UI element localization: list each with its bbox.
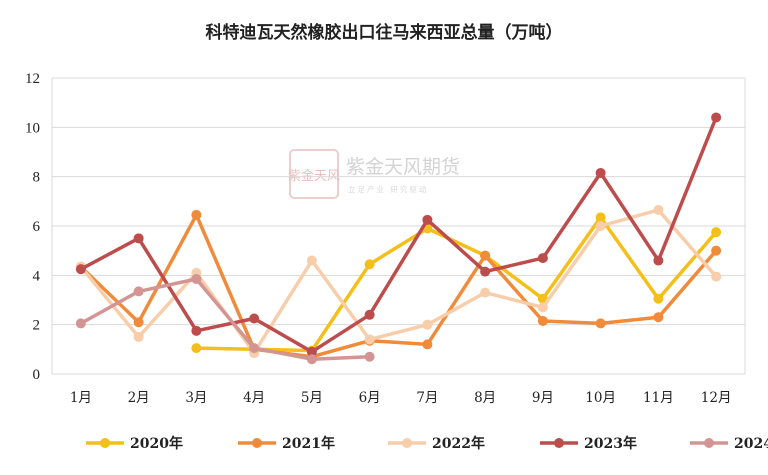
legend-label: 2021年 (282, 435, 335, 452)
legend-item: 2020年 (86, 435, 183, 452)
series-4 (75, 274, 375, 365)
data-point (133, 332, 144, 342)
legend-item: 2021年 (238, 435, 335, 452)
legend-item: 2023年 (540, 435, 637, 452)
data-point (249, 343, 260, 354)
data-point (711, 271, 722, 282)
data-point (653, 255, 664, 266)
series-line (79, 208, 718, 355)
y-tick-label: 2 (33, 318, 41, 334)
watermark: 紫金天风 紫金天风期货 立足产业 研究驱动 (288, 149, 460, 199)
y-tick-label: 0 (33, 367, 41, 383)
data-point (364, 351, 375, 362)
series-line (194, 215, 718, 353)
data-point (191, 325, 202, 336)
data-point (595, 167, 606, 178)
data-point (75, 264, 86, 275)
data-point (75, 318, 86, 329)
x-tick-label: 12月 (701, 390, 732, 406)
data-point (711, 245, 722, 256)
legend-item: 2024年 (690, 435, 768, 452)
legend-marker (704, 438, 714, 448)
legend-label: 2024年 (734, 435, 768, 452)
x-tick-label: 4月 (243, 390, 265, 406)
data-point (306, 354, 317, 365)
grid (51, 77, 746, 375)
x-tick-label: 7月 (416, 390, 438, 406)
data-point (653, 293, 664, 304)
y-tick-label: 4 (33, 268, 41, 284)
series-3 (75, 112, 722, 357)
data-point (191, 274, 202, 285)
legend-marker (554, 438, 564, 448)
data-point (133, 317, 144, 328)
data-point (595, 212, 606, 223)
series-2 (75, 204, 722, 359)
data-point (537, 302, 548, 313)
x-tick-label: 6月 (359, 390, 381, 406)
y-axis: 0 2 4 6 8 10 12 (25, 71, 41, 383)
data-point (364, 259, 375, 270)
series-line (79, 115, 718, 354)
x-axis: 1月 2月 3月 4月 5月 6月 7月 8月 9月 10月 11月 12月 (70, 390, 732, 406)
y-tick-label: 8 (33, 170, 41, 186)
x-tick-label: 10月 (585, 390, 616, 406)
data-point (422, 319, 433, 330)
data-point (711, 227, 722, 238)
legend-marker (402, 438, 412, 448)
series-line (79, 277, 372, 361)
y-tick-label: 10 (25, 120, 40, 136)
data-point (595, 318, 606, 329)
watermark-logo (289, 149, 339, 199)
data-point (306, 346, 317, 357)
data-point (595, 221, 606, 231)
data-point (422, 214, 433, 225)
data-point (306, 255, 317, 266)
data-point (191, 343, 202, 354)
data-point (133, 286, 144, 297)
series-line (79, 213, 718, 359)
data-point (711, 112, 722, 123)
y-tick-label: 12 (25, 71, 40, 87)
x-tick-label: 9月 (532, 390, 554, 406)
x-tick-label: 5月 (301, 390, 323, 406)
legend-label: 2023年 (584, 435, 637, 452)
legend: 2020年 2021年 2022年 2023年 2024年 (86, 435, 768, 452)
data-point (653, 312, 664, 323)
legend-label: 2022年 (432, 435, 485, 452)
legend-marker (100, 438, 110, 448)
data-point (480, 287, 491, 298)
x-tick-label: 8月 (474, 390, 496, 406)
data-point (480, 250, 491, 261)
data-point (480, 266, 491, 277)
x-tick-label: 1月 (70, 390, 92, 406)
watermark-logo-text: 紫金天风 (288, 168, 340, 184)
data-point (364, 334, 375, 345)
x-tick-label: 3月 (185, 390, 207, 406)
data-point (191, 209, 202, 220)
x-tick-label: 2月 (128, 390, 150, 406)
data-point (537, 315, 548, 326)
data-point (133, 233, 144, 244)
data-point (364, 309, 375, 320)
y-tick-label: 6 (33, 219, 41, 235)
watermark-subtitle: 立足产业 研究驱动 (348, 184, 428, 194)
data-point (537, 253, 548, 264)
series-group (75, 112, 722, 365)
data-point (653, 204, 664, 215)
legend-marker (252, 438, 262, 448)
legend-label: 2020年 (130, 435, 183, 452)
chart-title: 科特迪瓦天然橡胶出口往马来西亚总量（万吨） (206, 22, 563, 43)
watermark-name: 紫金天风期货 (346, 156, 460, 178)
data-point (422, 339, 433, 350)
x-tick-label: 11月 (643, 390, 674, 406)
legend-item: 2022年 (388, 435, 485, 452)
data-point (249, 313, 260, 324)
